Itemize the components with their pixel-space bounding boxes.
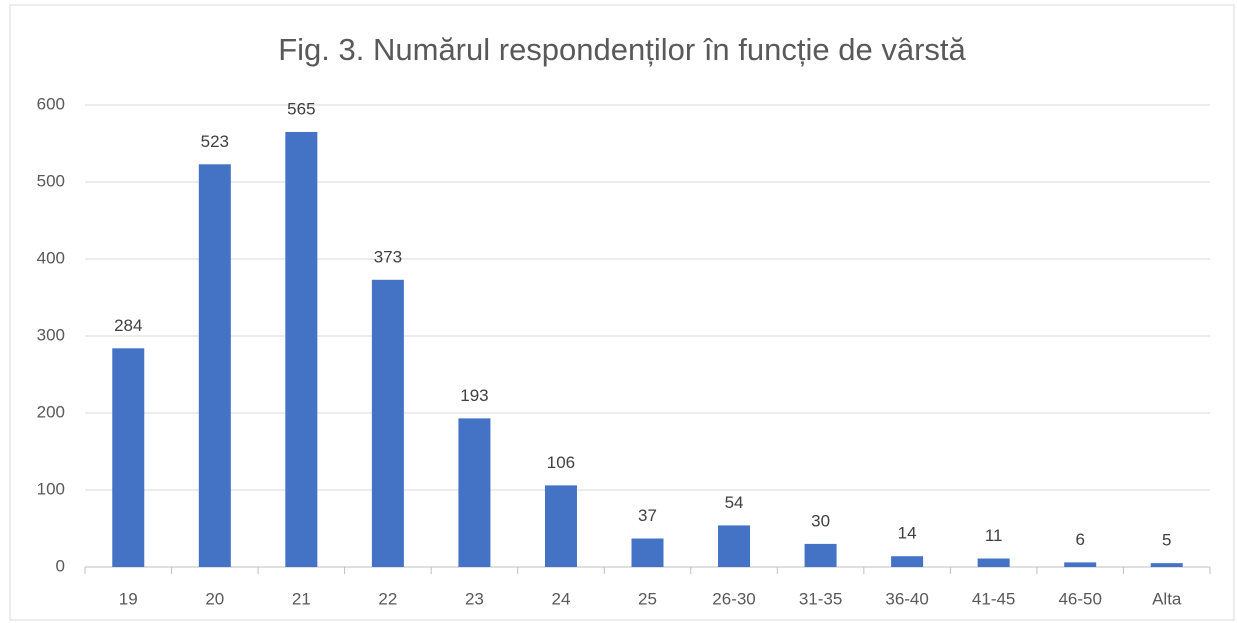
y-tick-label: 500 <box>37 171 65 190</box>
data-label: 14 <box>898 524 917 543</box>
data-label: 373 <box>374 247 402 266</box>
bar <box>285 131 318 567</box>
data-label: 6 <box>1075 530 1084 549</box>
x-tick-label: 26-30 <box>712 589 755 608</box>
x-tick-label: 22 <box>378 589 397 608</box>
y-tick-label: 200 <box>37 402 65 421</box>
data-label: 11 <box>985 526 1003 545</box>
data-label: 523 <box>201 132 229 151</box>
chart-border <box>9 4 1235 621</box>
data-label: 193 <box>460 386 488 405</box>
x-tick-label: 19 <box>119 589 138 608</box>
x-tick-label: 31-35 <box>799 589 842 608</box>
x-tick-label: 36-40 <box>885 589 928 608</box>
bar <box>631 538 664 567</box>
chart-title: Fig. 3. Numărul respondenților în funcți… <box>278 32 966 67</box>
y-tick-label: 0 <box>56 556 65 575</box>
x-tick-label: 46-50 <box>1058 589 1101 608</box>
data-label: 37 <box>638 506 657 525</box>
x-tick-label: 24 <box>552 589 571 608</box>
x-tick-label: 21 <box>292 589 311 608</box>
y-tick-label: 600 <box>37 94 65 113</box>
data-label: 5 <box>1162 531 1171 550</box>
bar <box>977 558 1010 567</box>
bar <box>371 279 404 567</box>
y-tick-label: 400 <box>37 248 65 267</box>
data-label: 30 <box>811 511 830 530</box>
bar <box>718 525 751 567</box>
bar <box>1150 563 1183 567</box>
bar <box>544 485 577 567</box>
bar <box>1064 562 1097 567</box>
y-tick-label: 300 <box>37 325 65 344</box>
x-tick-label: 25 <box>638 589 657 608</box>
bar <box>458 418 491 567</box>
x-tick-label: 23 <box>465 589 484 608</box>
data-label: 106 <box>547 453 575 472</box>
data-label: 565 <box>287 99 315 118</box>
x-tick-label: 41-45 <box>972 589 1015 608</box>
data-label: 284 <box>114 316 142 335</box>
bar <box>891 556 924 567</box>
y-tick-label: 100 <box>37 479 65 498</box>
x-tick-label: 20 <box>205 589 224 608</box>
bar <box>804 543 837 567</box>
x-tick-label: Alta <box>1152 589 1182 608</box>
bar <box>198 164 231 568</box>
bar <box>112 348 145 567</box>
data-label: 54 <box>725 493 744 512</box>
